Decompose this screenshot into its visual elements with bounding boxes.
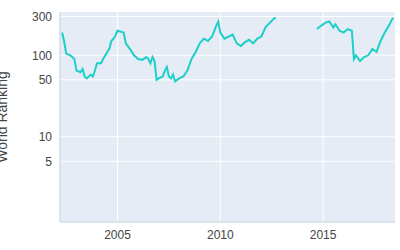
svg-text:2010: 2010 [207, 228, 234, 242]
svg-text:World Ranking: World Ranking [0, 71, 10, 163]
svg-text:2015: 2015 [310, 228, 337, 242]
svg-text:100: 100 [32, 49, 52, 63]
svg-text:2005: 2005 [104, 228, 131, 242]
svg-text:10: 10 [39, 130, 53, 144]
svg-text:5: 5 [45, 155, 52, 169]
svg-text:50: 50 [39, 73, 53, 87]
svg-text:300: 300 [32, 10, 52, 24]
